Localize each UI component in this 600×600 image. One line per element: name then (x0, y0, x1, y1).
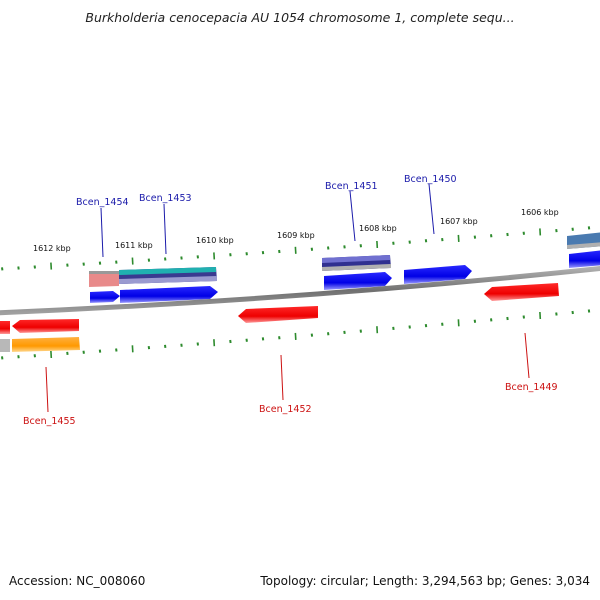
gene-label-bcen-1451[interactable]: Bcen_1451 (325, 181, 378, 192)
gene-edge-right-shade (567, 242, 600, 249)
scale-label-1606: 1606 kbp (521, 208, 559, 217)
leader-bcen-1453 (163, 203, 167, 255)
scale-label-1610: 1610 kbp (196, 236, 234, 245)
gene-label-bcen-1450[interactable]: Bcen_1450 (404, 174, 457, 185)
chromosome-backbone (0, 266, 600, 316)
gene-bcen-1453-stripe (119, 267, 216, 275)
gene-edge-left[interactable] (0, 321, 10, 334)
scale-labels: 1612 kbp 1611 kbp 1610 kbp 1609 kbp 1608… (33, 208, 559, 253)
reverse-strand-features (0, 283, 559, 352)
gene-bcen-1455[interactable] (12, 319, 79, 333)
gene-bcen-1454[interactable] (90, 291, 120, 303)
gene-bcen-1451-shade (322, 264, 391, 271)
genome-summary-text: Topology: circular; Length: 3,294,563 bp… (260, 574, 590, 588)
scale-label-1607: 1607 kbp (440, 217, 478, 226)
gene-label-bcen-1452[interactable]: Bcen_1452 (259, 404, 312, 415)
gene-bcen-1453[interactable] (120, 286, 218, 303)
gene-labels: Bcen_1454 Bcen_1453 Bcen_1451 Bcen_1450 … (23, 174, 558, 427)
leader-bcen-1454 (100, 207, 104, 258)
gene-bcen-1451-stripe (322, 255, 390, 263)
gene-bcen-1450[interactable] (404, 265, 472, 284)
scale-label-1611: 1611 kbp (115, 241, 153, 250)
scale-label-1609: 1609 kbp (277, 231, 315, 240)
map-title: Burkholderia cenocepacia AU 1054 chromos… (85, 10, 515, 25)
gene-edge-right[interactable] (569, 250, 600, 268)
gene-bcen-1449[interactable] (484, 283, 559, 301)
gene-bcen-1452[interactable] (238, 306, 318, 323)
leader-bcen-1451 (349, 190, 356, 242)
scale-label-1612: 1612 kbp (33, 244, 71, 253)
scale-label-1608: 1608 kbp (359, 224, 397, 233)
gene-bcen-1454-cap (89, 271, 119, 274)
gene-bcen-1454-rna[interactable] (89, 272, 119, 287)
leader-bcen-1450 (428, 183, 435, 235)
gene-label-bcen-1454[interactable]: Bcen_1454 (76, 197, 129, 208)
gene-edge-left-gray[interactable] (0, 339, 10, 352)
gene-label-bcen-1455[interactable]: Bcen_1455 (23, 416, 76, 427)
gene-label-bcen-1453[interactable]: Bcen_1453 (139, 193, 192, 204)
gene-bcen-1453-shade (119, 276, 217, 284)
leader-lines (45, 183, 530, 413)
gene-bcen-1455-orange[interactable] (12, 337, 80, 352)
gene-label-bcen-1449[interactable]: Bcen_1449 (505, 382, 558, 393)
forward-strand-features (89, 232, 600, 303)
leader-bcen-1449 (524, 332, 530, 379)
gene-bcen-1451[interactable] (324, 272, 392, 290)
outer-tick-track (1, 226, 591, 271)
leader-bcen-1452 (280, 354, 284, 401)
leader-bcen-1455 (45, 366, 49, 413)
accession-text: Accession: NC_008060 (9, 574, 146, 588)
inner-tick-track (1, 309, 591, 360)
